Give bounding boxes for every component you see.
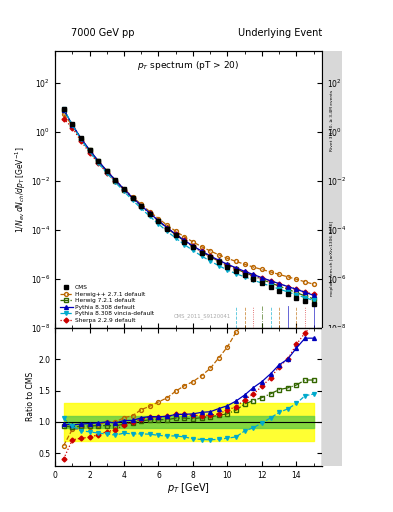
Text: Rivet 3.1.10, ≥ 3.4M events: Rivet 3.1.10, ≥ 3.4M events: [330, 90, 334, 151]
Text: $p_{T}$ spectrum (pT > 20): $p_{T}$ spectrum (pT > 20): [138, 59, 240, 73]
Y-axis label: $1/N_{ev}\,dN_{ch}/dp_{T}\,[\mathrm{GeV}^{-1}]$: $1/N_{ev}\,dN_{ch}/dp_{T}\,[\mathrm{GeV}…: [14, 146, 28, 232]
Text: CMS_2011_S9120041: CMS_2011_S9120041: [173, 314, 231, 319]
Text: Underlying Event: Underlying Event: [238, 28, 322, 38]
X-axis label: $p_{T}$ [GeV]: $p_{T}$ [GeV]: [167, 481, 210, 495]
Y-axis label: Ratio to CMS: Ratio to CMS: [26, 372, 35, 421]
Legend: CMS, Herwig++ 2.7.1 default, Herwig 7.2.1 default, Pythia 8.308 default, Pythia : CMS, Herwig++ 2.7.1 default, Herwig 7.2.…: [58, 284, 156, 325]
Text: 7000 GeV pp: 7000 GeV pp: [71, 28, 134, 38]
Text: mcplots.cern.ch [arXiv:1306.3436]: mcplots.cern.ch [arXiv:1306.3436]: [330, 221, 334, 296]
